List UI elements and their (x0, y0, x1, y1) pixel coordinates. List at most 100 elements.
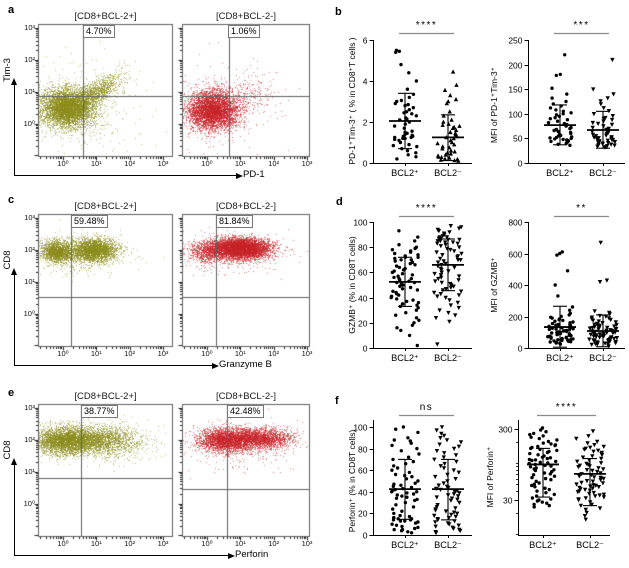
data-point (592, 338, 597, 343)
data-point (598, 461, 604, 466)
data-point (444, 101, 449, 106)
data-point (459, 251, 464, 256)
data-point (410, 112, 414, 116)
data-point (553, 319, 557, 323)
data-point (541, 441, 545, 445)
data-point (544, 491, 548, 495)
data-point (612, 143, 617, 148)
data-point (399, 483, 403, 487)
y-axis-arrowhead-icon (10, 457, 17, 465)
data-point (416, 430, 420, 435)
data-point (455, 511, 460, 516)
data-point (545, 450, 550, 455)
x-tick-label: 10⁰ (57, 349, 69, 358)
y-tick-label: 200 (508, 61, 522, 71)
data-point (591, 112, 597, 117)
data-point (574, 436, 579, 441)
data-point (596, 140, 601, 145)
data-point (446, 121, 451, 126)
data-point (432, 513, 437, 518)
data-point (546, 335, 550, 339)
panel-letter-c: c (8, 194, 15, 206)
data-point (399, 98, 404, 103)
data-point (613, 341, 618, 346)
y-axis-label: MFI of GZMB⁺ (489, 257, 499, 313)
data-point (449, 283, 454, 288)
y-tick-label: 300 (498, 425, 512, 435)
data-point (601, 444, 606, 449)
data-point (597, 280, 603, 285)
data-point (556, 294, 560, 298)
data-point (611, 92, 616, 97)
y-axis-arrowhead-icon (10, 77, 17, 85)
data-point (601, 492, 607, 497)
data-point (601, 467, 606, 472)
data-point (584, 468, 590, 473)
y-axis-label: Perforin⁺ (% in CD8T cells) (347, 429, 357, 533)
data-point (613, 327, 619, 332)
data-point (411, 492, 416, 496)
x-category-label: BCL2⁻ (589, 168, 617, 178)
flow-plot-canvas (176, 212, 314, 355)
data-point (586, 434, 591, 439)
data-point (436, 483, 441, 488)
data-point (394, 503, 398, 507)
data-point (442, 451, 447, 456)
data-point (441, 455, 446, 460)
data-point (441, 259, 446, 264)
data-point (535, 499, 540, 503)
axis-line (373, 420, 472, 536)
data-point (406, 102, 410, 107)
axis-line (373, 222, 472, 349)
quadrant-percent-label: 1.06% (228, 25, 260, 38)
data-point (412, 321, 416, 325)
data-point (453, 514, 458, 519)
data-point (598, 102, 604, 107)
x-axis-label: Perforin (235, 549, 269, 560)
data-point (392, 438, 396, 442)
data-point (438, 239, 443, 244)
x-category-label: BCL2⁻ (434, 168, 462, 178)
significance-label: ns (419, 402, 434, 413)
data-point (575, 459, 580, 464)
data-point (444, 438, 450, 443)
data-point (605, 138, 610, 143)
data-point (394, 427, 398, 431)
data-point (447, 230, 452, 235)
data-point (613, 320, 618, 325)
significance-label: **** (415, 20, 438, 31)
data-point (435, 260, 441, 265)
axis-line (528, 222, 625, 349)
data-point (452, 249, 457, 254)
data-point (411, 106, 415, 110)
data-point (409, 277, 413, 281)
data-point (555, 253, 559, 257)
x-axis-label: Granzyme B (219, 359, 272, 370)
data-point (454, 82, 459, 87)
data-point (457, 245, 462, 250)
y-tick-label: 0 (518, 159, 523, 169)
data-point (609, 117, 615, 123)
data-point (434, 505, 439, 510)
data-point (448, 148, 454, 153)
data-point (567, 313, 571, 317)
data-point (590, 468, 595, 473)
y-tick-label: 0 (363, 344, 368, 354)
data-point (450, 240, 456, 245)
data-point (555, 448, 559, 453)
data-point (416, 253, 420, 257)
data-point (457, 500, 462, 505)
y-tick-label: 800 (508, 218, 522, 228)
y-tick-label: 0 (363, 159, 368, 169)
data-point (443, 261, 448, 266)
data-point (411, 459, 415, 464)
data-point (434, 495, 439, 500)
data-point (601, 476, 606, 481)
data-point (457, 237, 462, 242)
data-point (561, 109, 565, 114)
data-point (435, 241, 440, 246)
data-point (400, 302, 405, 306)
data-point (404, 477, 409, 481)
quadrant-percent-label: 42.48% (227, 405, 264, 418)
data-point (569, 111, 573, 115)
